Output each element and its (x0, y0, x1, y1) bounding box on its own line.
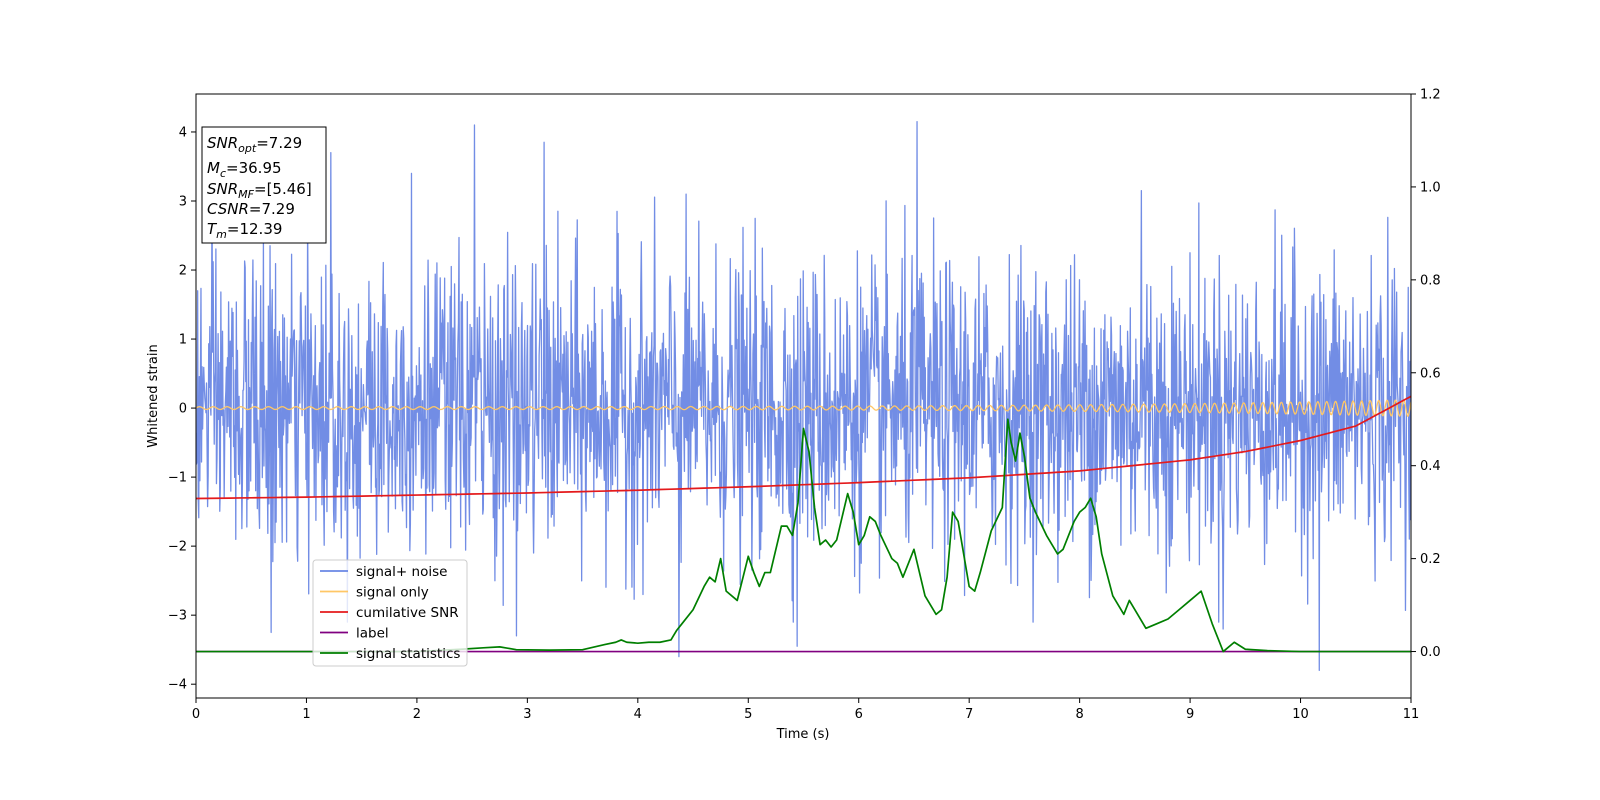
x-axis: 0 1 2 3 4 5 6 7 8 9 10 11 (192, 698, 1419, 722)
legend-label: signal+ noise (356, 564, 447, 580)
x-tick-label: 5 (744, 707, 752, 722)
y-right-tick-label: 0.4 (1420, 459, 1441, 474)
annotation-line: Mc=36.95 (207, 159, 282, 180)
annotation-line: SNRMF=[5.46] (207, 180, 312, 201)
series-signal-statistics-line (196, 418, 1411, 653)
y-right-tick-label: 0.6 (1420, 366, 1441, 381)
y-right-tick-label: 0.2 (1420, 552, 1441, 567)
annotation-line: Tm=12.39 (207, 220, 282, 241)
y-left-tick-label: 3 (179, 194, 187, 209)
y-left-tick-label: −3 (168, 609, 187, 624)
legend: signal+ noise signal only cumilative SNR la… (312, 559, 468, 667)
x-axis-label: Time (s) (776, 727, 830, 742)
y-right-tick-label: 0.0 (1420, 645, 1441, 660)
x-tick-label: 2 (413, 707, 421, 722)
legend-label: signal only (356, 584, 429, 600)
y-left-tick-label: −2 (168, 540, 187, 555)
annotation-line: CSNR=7.29 (207, 200, 295, 218)
y-left-tick-label: 1 (179, 333, 187, 348)
x-tick-label: 4 (634, 707, 642, 722)
x-tick-label: 10 (1292, 707, 1309, 722)
annotation-box: SNRopt=7.29 Mc=36.95SNRMF=[5.46]CSNR=7.29… (201, 126, 327, 244)
series-signal-noise-line (196, 120, 1411, 672)
y-left-tick-label: 0 (179, 402, 187, 417)
x-tick-label: 0 (192, 707, 200, 722)
y-left-tick-label: 2 (179, 264, 187, 279)
series-cumilative-snr-line (196, 395, 1411, 500)
y-left-tick-label: 4 (179, 125, 187, 140)
right-y-axis: 0.0 0.2 0.4 0.6 0.8 1.0 1.2 (1411, 88, 1441, 660)
annotation-line: SNRopt=7.29 (207, 134, 302, 155)
x-tick-label: 7 (965, 707, 973, 722)
annotation-frame (201, 126, 327, 244)
legend-label: signal statistics (356, 646, 460, 662)
y-right-tick-label: 1.0 (1420, 180, 1441, 195)
plot-frame (195, 93, 1412, 699)
x-tick-label: 9 (1186, 707, 1194, 722)
x-tick-label: 6 (855, 707, 863, 722)
y-left-tick-label: −4 (168, 678, 187, 693)
legend-frame (312, 559, 468, 667)
x-tick-label: 11 (1403, 707, 1420, 722)
legend-label: label (356, 625, 389, 641)
series-signal-only-line (196, 399, 1411, 417)
y-right-tick-label: 1.2 (1420, 88, 1441, 103)
y-left-tick-label: −1 (168, 471, 187, 486)
legend-label: cumilative SNR (356, 605, 459, 621)
x-tick-label: 1 (302, 707, 310, 722)
left-y-axis: −4 −3 −2 −1 0 1 2 3 4 (168, 125, 196, 693)
x-tick-label: 3 (523, 707, 531, 722)
y-right-tick-label: 0.8 (1420, 273, 1441, 288)
x-tick-label: 8 (1075, 707, 1083, 722)
y-axis-label: Whitened strain (146, 344, 161, 447)
